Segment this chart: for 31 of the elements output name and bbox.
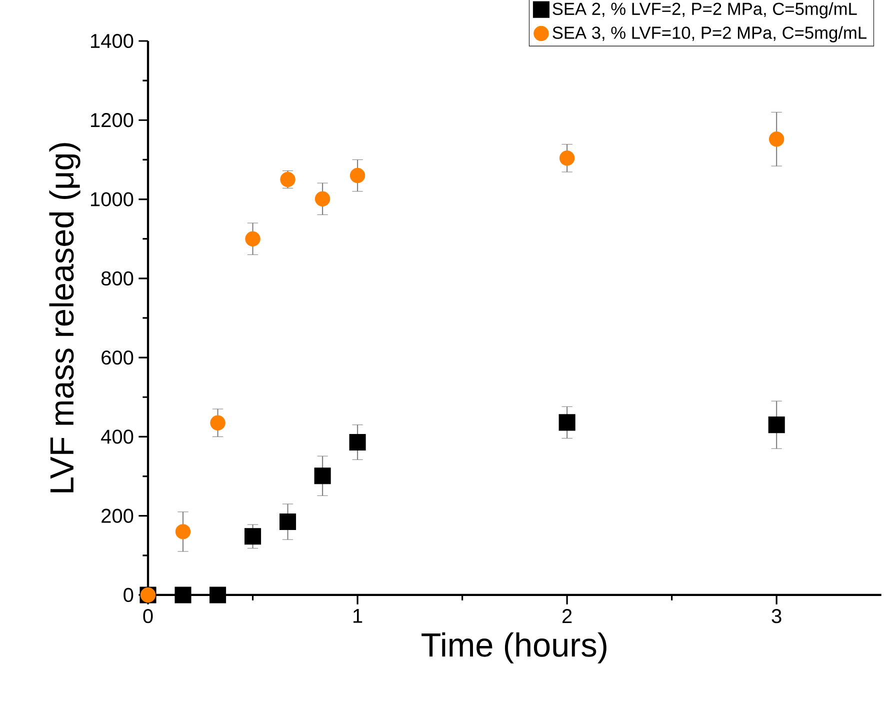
y-tick-label: 400 xyxy=(101,430,134,444)
x-tick-label: 0 xyxy=(143,609,153,624)
point xyxy=(314,191,330,206)
y-axis-title: LVF mass released (μg) xyxy=(49,143,80,492)
point xyxy=(350,168,366,184)
x-tick-label: 3 xyxy=(772,609,782,624)
y-tick-label: 0 xyxy=(124,588,134,602)
legend-label: SEA 3, % LVF=10, P=2 MPa, C=5mg/mL xyxy=(552,26,866,42)
point xyxy=(558,414,576,431)
point xyxy=(244,528,262,545)
legend-label: SEA 2, % LVF=2, P=2 MPa, C=5mg/mL xyxy=(552,2,857,18)
point xyxy=(210,586,226,604)
point xyxy=(279,514,296,530)
point xyxy=(559,150,575,166)
y-tick-label: 1200 xyxy=(90,113,134,128)
x-tick-label: 1 xyxy=(353,609,362,623)
point xyxy=(210,415,226,430)
y-tick-label: 1400 xyxy=(90,34,134,48)
point xyxy=(174,586,192,604)
y-tick-label: 200 xyxy=(102,508,134,523)
point xyxy=(245,231,260,246)
y-tick-label: 800 xyxy=(101,271,134,286)
x-axis-title: Time (hours) xyxy=(422,632,606,664)
point xyxy=(768,132,784,147)
point xyxy=(349,434,366,451)
x-tick-label: 2 xyxy=(562,609,572,623)
point xyxy=(314,468,331,484)
y-tick-label: 600 xyxy=(102,350,134,365)
point xyxy=(175,524,191,540)
point xyxy=(768,416,785,434)
y-tick-label: 1000 xyxy=(90,192,134,206)
